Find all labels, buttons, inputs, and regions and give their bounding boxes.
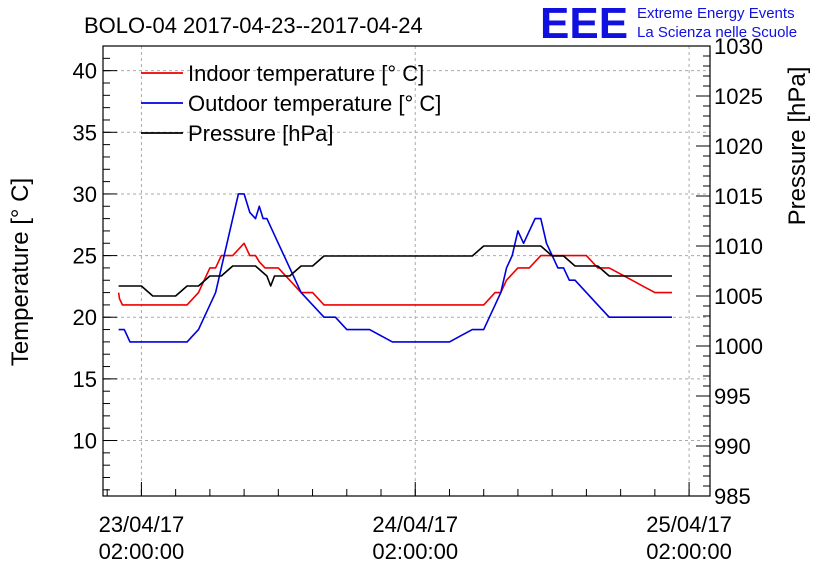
legend-label-2: Pressure [hPa] — [188, 121, 334, 146]
series-line-2 — [118, 245, 672, 297]
chart-title: BOLO-04 2017-04-23--2017-04-24 — [84, 13, 423, 38]
y2-tick-label: 1000 — [714, 334, 763, 359]
x-tick-label-date: 23/04/17 — [99, 512, 185, 537]
y2-tick-label: 990 — [714, 434, 751, 459]
y2-tick-label: 1010 — [714, 234, 763, 259]
x-tick-label-time: 02:00:00 — [646, 539, 732, 564]
y-tick-label: 20 — [73, 305, 97, 330]
eee-logo-line2: La Scienza nelle Scuole — [637, 24, 797, 41]
tick-labels: 1015202530354098599099510001005101010151… — [73, 34, 763, 564]
series-lines — [117, 193, 672, 343]
eee-logo-mark: EEE — [540, 0, 628, 48]
y2-tick-label: 1015 — [714, 184, 763, 209]
legend: Indoor temperature [° C] Outdoor temperat… — [141, 61, 441, 146]
y-tick-label: 35 — [73, 120, 97, 145]
series-line-0 — [117, 242, 672, 306]
grid — [103, 46, 710, 496]
y2-tick-label: 1005 — [714, 284, 763, 309]
y2-tick-label: 1020 — [714, 134, 763, 159]
series-line-1 — [118, 193, 672, 343]
y2-tick-label: 985 — [714, 484, 751, 509]
plot-frame — [102, 45, 711, 497]
eee-logo: EEE Extreme Energy Events La Scienza nel… — [540, 0, 797, 48]
y2-tick-label: 995 — [714, 384, 751, 409]
y-tick-label: 25 — [73, 244, 97, 269]
x-tick-label-date: 25/04/17 — [646, 512, 732, 537]
y-tick-label: 40 — [73, 59, 97, 84]
x-tick-label-date: 24/04/17 — [372, 512, 458, 537]
axis-ticks — [103, 45, 710, 497]
legend-label-0: Indoor temperature [° C] — [188, 61, 424, 86]
y-tick-label: 10 — [73, 429, 97, 454]
y2-axis-label: Pressure [hPa] — [784, 67, 811, 226]
eee-logo-line1: Extreme Energy Events — [637, 5, 795, 22]
legend-label-1: Outdoor temperature [° C] — [188, 91, 441, 116]
x-tick-label-time: 02:00:00 — [99, 539, 185, 564]
x-tick-label-time: 02:00:00 — [372, 539, 458, 564]
y2-tick-label: 1030 — [714, 34, 763, 59]
y-axis-label: Temperature [° C] — [7, 178, 34, 366]
y-tick-label: 30 — [73, 182, 97, 207]
y-tick-label: 15 — [73, 367, 97, 392]
y2-tick-label: 1025 — [714, 84, 763, 109]
